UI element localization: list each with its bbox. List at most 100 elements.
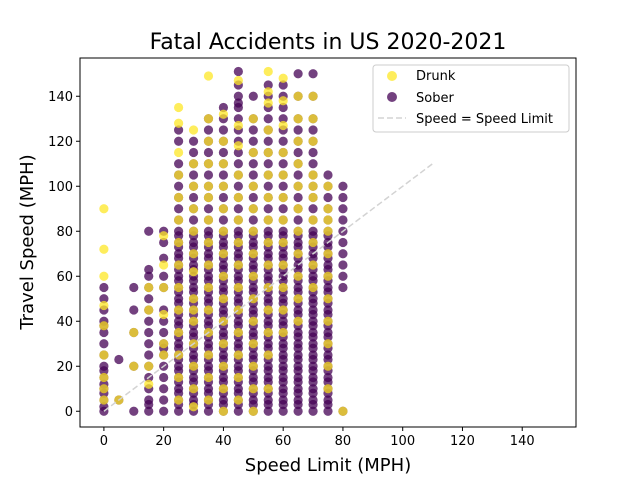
sober-point (218, 350, 229, 360)
drunk-point (203, 114, 214, 124)
drunk-point (308, 170, 318, 180)
sober-point (323, 192, 333, 203)
sober-point (218, 102, 229, 113)
sober-point (293, 339, 303, 349)
drunk-point (308, 181, 318, 191)
sober-point (188, 136, 199, 146)
sober-point (188, 282, 199, 293)
drunk-point (188, 361, 199, 371)
drunk-point (263, 170, 273, 180)
sober-point (263, 226, 273, 236)
drunk-point (174, 102, 184, 113)
sober-point (114, 354, 124, 365)
sober-point (248, 125, 258, 135)
sober-point (159, 395, 169, 405)
sober-point (129, 305, 139, 315)
sober-point (233, 66, 243, 77)
sober-point (188, 260, 199, 270)
sober-point (233, 316, 243, 326)
drunk-point (159, 350, 169, 360)
sober-point (293, 237, 303, 248)
sober-point (233, 91, 243, 101)
y-axis-title: Travel Speed (MPH) (17, 154, 38, 330)
drunk-point (248, 204, 258, 214)
sober-point (263, 395, 273, 405)
drunk-point (308, 91, 318, 101)
x-tick-label: 60 (275, 434, 292, 449)
drunk-point (233, 192, 243, 203)
drunk-point (278, 215, 288, 225)
drunk-point (248, 339, 258, 349)
drunk-point (263, 87, 273, 97)
legend-sober-label: Sober (416, 91, 454, 106)
drunk-point (248, 114, 258, 124)
drunk-point (218, 294, 229, 304)
drunk-point (278, 170, 288, 180)
sober-point (233, 204, 243, 214)
sober-point (308, 327, 318, 338)
sober-point (293, 192, 303, 203)
legend-drunk-label: Drunk (416, 69, 456, 84)
drunk-point (233, 350, 243, 360)
sober-point (174, 361, 184, 371)
drunk-point (263, 66, 273, 77)
sober-point (159, 316, 169, 326)
sober-point (218, 395, 229, 405)
sober-point (293, 361, 303, 371)
drunk-point (188, 125, 199, 135)
sober-point (263, 204, 273, 214)
drunk-point (174, 372, 184, 383)
sober-point (174, 406, 184, 416)
drunk-point (323, 204, 333, 214)
sober-point (233, 249, 243, 259)
sober-point (338, 204, 348, 214)
sober-point (263, 114, 273, 124)
drunk-point (233, 141, 243, 151)
sober-point (308, 125, 318, 135)
drunk-point (278, 237, 288, 248)
y-tick-label: 120 (48, 135, 73, 150)
sober-point (144, 395, 154, 405)
drunk-point (263, 260, 273, 270)
drunk-point (293, 271, 303, 281)
drunk-point (218, 406, 229, 416)
drunk-point (99, 372, 109, 383)
drunk-point (174, 282, 184, 293)
sober-point (144, 339, 154, 349)
sober-point (218, 372, 229, 383)
sober-point (233, 271, 243, 281)
drunk-point (218, 159, 229, 169)
sober-point (263, 159, 273, 169)
drunk-point (203, 237, 214, 248)
sober-point (174, 204, 184, 214)
drunk-point (144, 361, 154, 371)
sober-point (218, 170, 229, 180)
drunk-point (248, 361, 258, 371)
drunk-point (174, 237, 184, 248)
sober-point (159, 406, 169, 416)
sober-point (203, 204, 214, 214)
sober-point (203, 361, 214, 371)
sober-point (323, 327, 333, 338)
sober-point (323, 305, 333, 315)
sober-point (308, 361, 318, 371)
drunk-point (174, 395, 184, 405)
drunk-point (293, 294, 303, 304)
speed-equals-limit-line (103, 163, 434, 412)
drunk-point (293, 159, 303, 169)
drunk-point (233, 237, 243, 248)
sober-point (263, 406, 273, 416)
sober-point (233, 226, 243, 236)
drunk-point (188, 402, 199, 412)
sober-point (293, 170, 303, 180)
sober-point (293, 215, 303, 225)
drunk-point (323, 316, 333, 326)
drunk-point (218, 361, 229, 371)
drunk-point (144, 379, 154, 389)
drunk-point (323, 294, 333, 304)
y-tick-label: 100 (48, 180, 73, 195)
sober-point (174, 384, 184, 394)
y-tick-label: 140 (48, 90, 73, 105)
sober-point (293, 69, 303, 79)
sober-point (203, 147, 214, 158)
